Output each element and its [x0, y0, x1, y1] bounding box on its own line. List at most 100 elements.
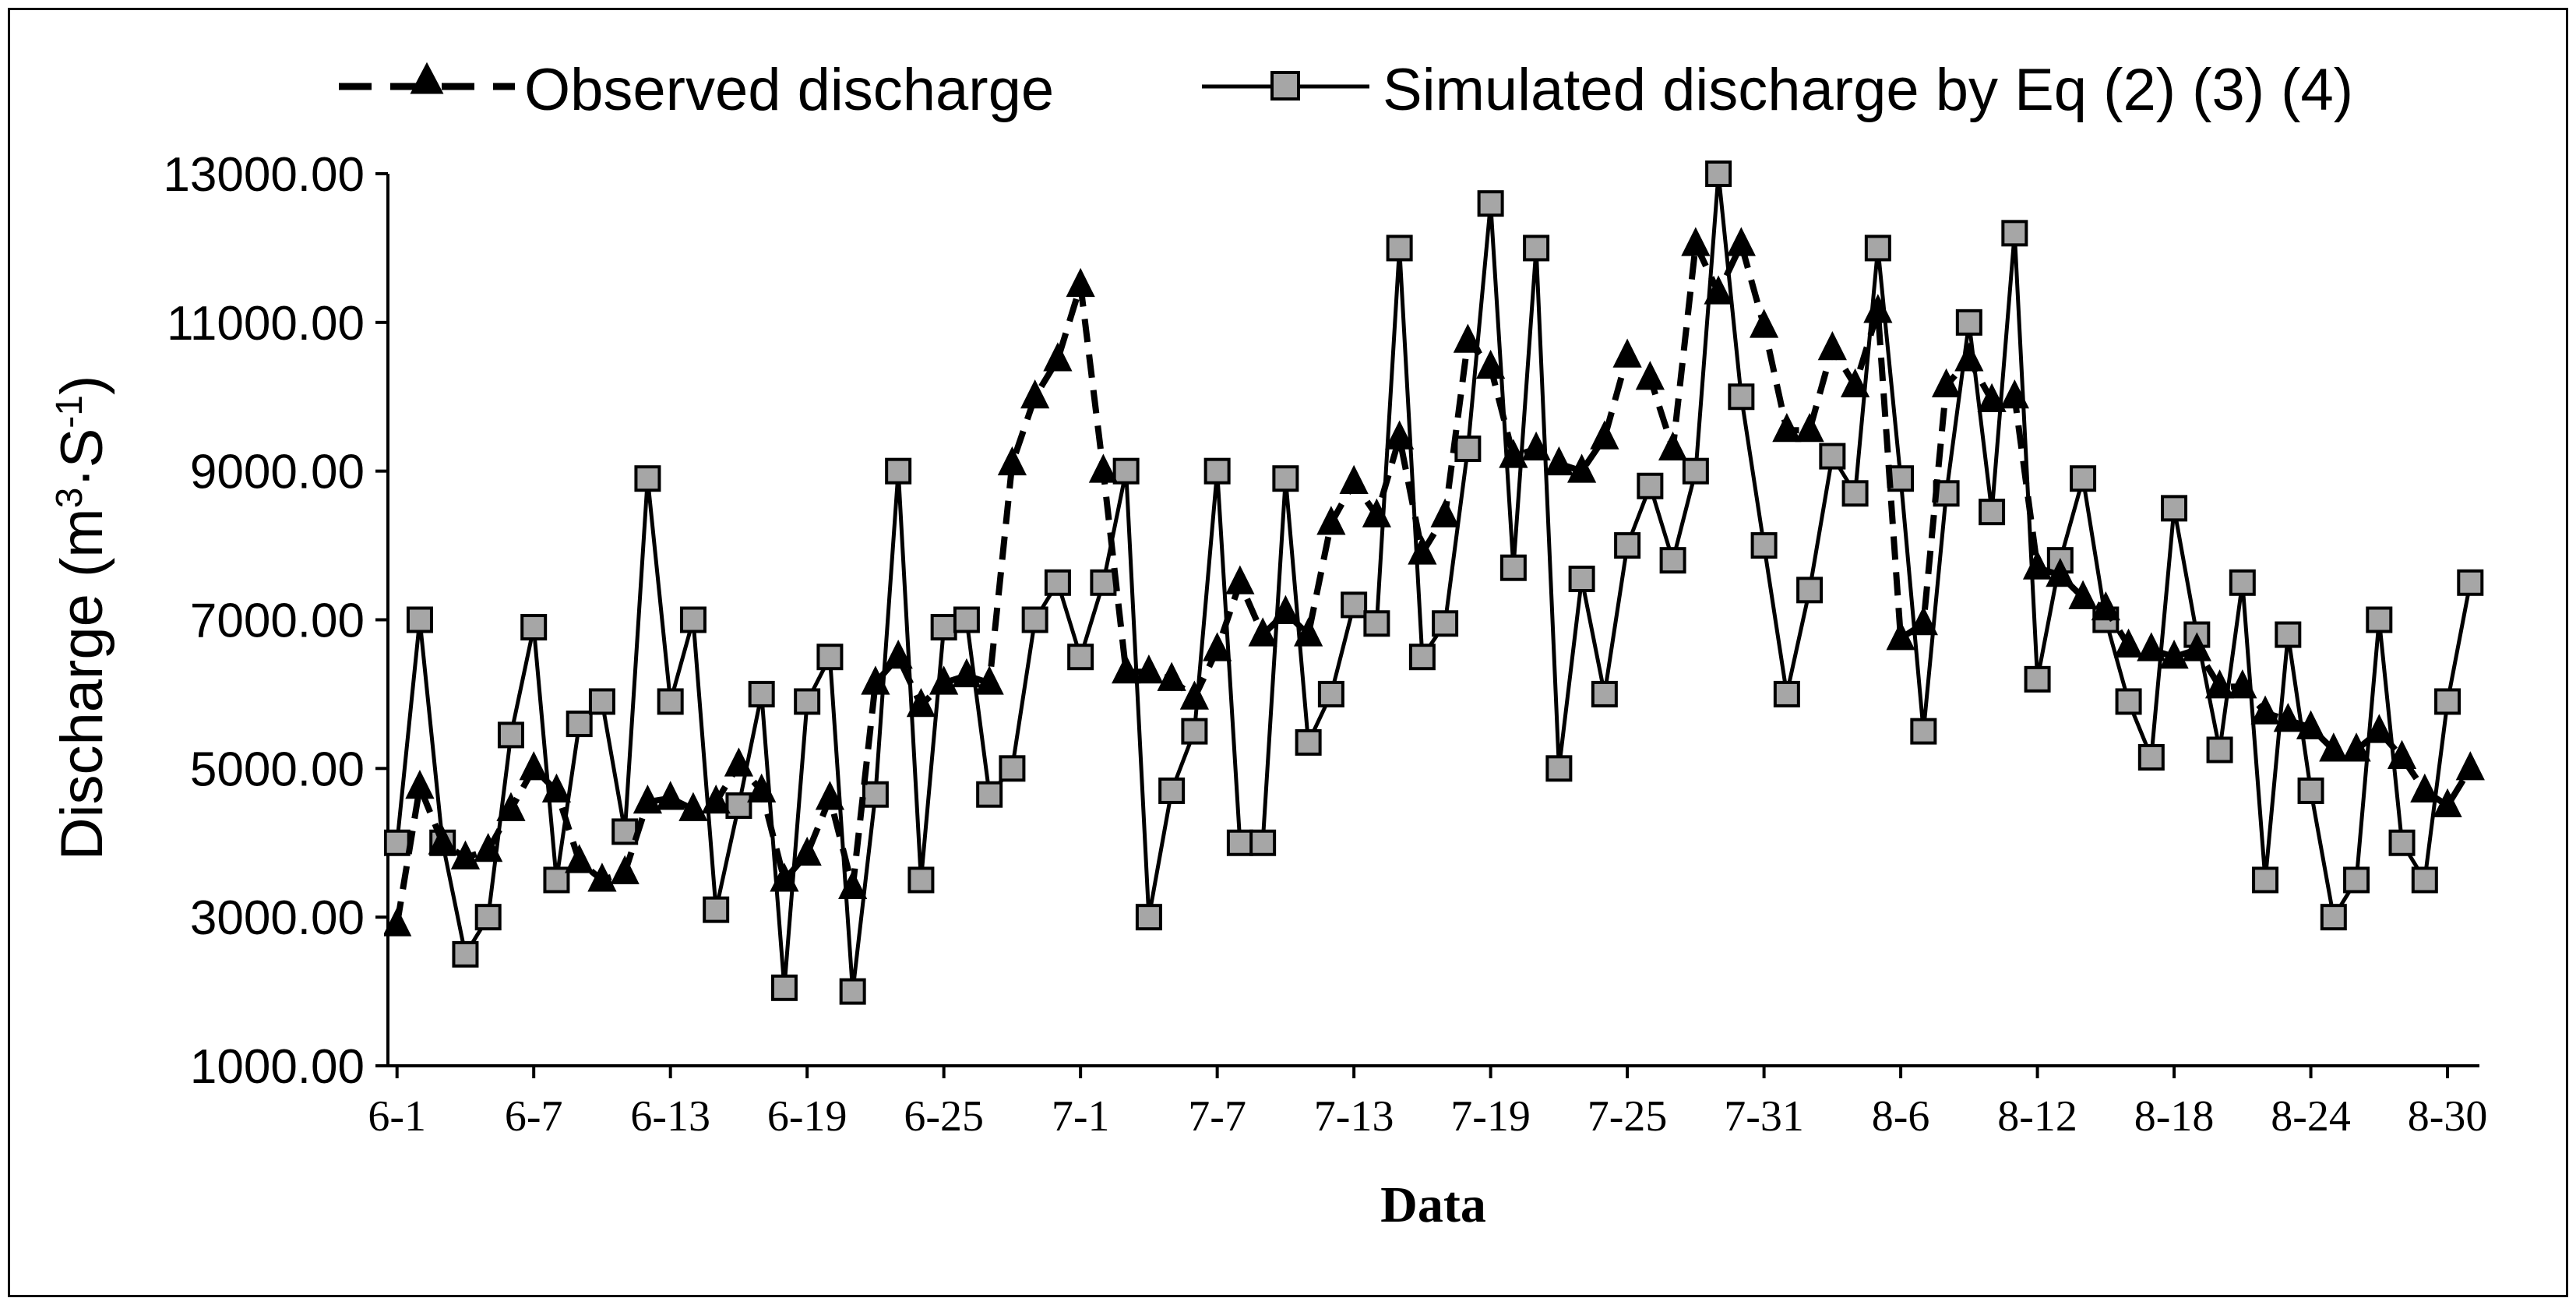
observed-point: [428, 825, 457, 855]
observed-point: [1294, 617, 1323, 647]
simulated-point: [2206, 736, 2233, 764]
observed-point: [1772, 412, 1802, 443]
observed-point: [2410, 773, 2440, 802]
observed-point: [1430, 498, 1460, 527]
observed-point: [1612, 338, 1642, 368]
observed-point: [747, 773, 777, 802]
legend-observed-symbol: [339, 62, 515, 94]
observed-point: [1134, 654, 1164, 684]
simulated-point: [2024, 665, 2051, 693]
x-tick-label: 7-1: [1052, 1092, 1110, 1141]
y-tick-label: 7000.00: [190, 594, 365, 648]
observed-point: [2273, 703, 2303, 732]
simulated-point: [2229, 569, 2256, 596]
observed-point: [1749, 309, 1779, 338]
observed-point: [929, 665, 959, 695]
simulated-point: [1523, 235, 1550, 262]
observed-point: [1863, 294, 1893, 323]
observed-point: [587, 862, 617, 892]
y-tick-label: 5000.00: [190, 742, 365, 796]
observed-point: [519, 751, 548, 781]
simulated-point: [2366, 606, 2393, 633]
simulated-point: [2275, 621, 2302, 648]
observed-point: [724, 747, 754, 777]
simulated-point: [2137, 744, 2165, 771]
observed-point: [405, 769, 435, 799]
observed-point: [2455, 751, 2485, 781]
simulated-point: [1408, 644, 1436, 671]
observed-point: [1270, 594, 1301, 624]
simulated-point: [885, 457, 912, 485]
x-tick-label: 8-6: [1872, 1092, 1930, 1141]
observed-point: [2137, 632, 2166, 661]
observed-point: [1088, 453, 1119, 483]
simulated-point: [703, 896, 730, 923]
simulated-point: [588, 688, 615, 715]
simulated-point: [930, 614, 957, 641]
observed-point: [1066, 267, 1095, 298]
x-axis-title: Data: [1380, 1176, 1486, 1233]
x-tick-label: 7-19: [1450, 1092, 1531, 1141]
simulated-point: [1158, 777, 1186, 804]
observed-point: [496, 792, 526, 821]
y-tick-label: 9000.00: [190, 446, 365, 499]
simulated-point: [748, 680, 775, 707]
simulated-line: [395, 171, 2472, 994]
simulated-point: [611, 818, 639, 845]
y-tick-label: 1000.00: [190, 1040, 365, 1094]
simulated-point: [2115, 688, 2142, 715]
observed-point: [1931, 368, 1961, 397]
observed-point: [1817, 330, 1847, 361]
observed-point: [541, 773, 572, 802]
y-tick-label: 3000.00: [190, 891, 365, 945]
x-tick-label: 7-31: [1724, 1092, 1804, 1141]
y-ticks: 1000.00 3000.00 5000.00 7000.00 9000.00 11000…: [163, 148, 388, 1094]
legend: Observed discharge Simulated discharge b…: [339, 57, 2353, 123]
observed-point: [1795, 412, 1824, 443]
observed-point: [2159, 639, 2189, 669]
observed-point: [1704, 275, 1733, 305]
simulated-point: [1203, 457, 1231, 485]
simulated-point: [1249, 829, 1277, 856]
observed-point: [2319, 732, 2349, 762]
legend-simulated-symbol: [1202, 71, 1369, 101]
simulated-point: [1454, 436, 1482, 463]
simulated-point: [1432, 610, 1459, 637]
simulated-point: [1226, 829, 1253, 856]
simulated-point: [1067, 644, 1094, 671]
observed-point: [565, 844, 594, 873]
x-tick-label: 8-24: [2271, 1092, 2351, 1141]
simulated-point: [816, 644, 844, 671]
simulated-point: [794, 688, 821, 715]
observed-point: [861, 665, 890, 695]
observed-point: [656, 781, 685, 810]
observed-point: [2228, 669, 2257, 699]
discharge-chart: Observed discharge Simulated discharge b…: [49, 57, 2487, 1233]
simulated-point: [1341, 591, 1368, 619]
observed-point: [1886, 621, 1915, 651]
observed-point: [450, 840, 481, 869]
observed-point: [2046, 558, 2075, 587]
observed-point: [1362, 498, 1391, 527]
observed-point: [1179, 680, 1210, 710]
simulated-point: [1864, 235, 1891, 262]
simulated-point: [1591, 680, 1618, 707]
observed-point: [1112, 654, 1141, 684]
simulated-point: [1363, 610, 1390, 637]
legend-simulated-label: Simulated discharge by Eq (2) (3) (4): [1383, 57, 2353, 123]
simulated-point: [2343, 866, 2370, 894]
observed-point: [610, 855, 640, 884]
simulated-point: [2070, 465, 2097, 492]
observed-point: [1316, 506, 1346, 535]
simulated-point: [1796, 577, 1824, 604]
simulated-point: [497, 721, 524, 749]
simulated-point: [1979, 499, 2006, 526]
observed-point: [2000, 379, 2029, 409]
simulated-point: [566, 711, 593, 738]
observed-point: [1658, 431, 1688, 461]
simulated-point: [2001, 220, 2028, 247]
simulated-point: [384, 829, 411, 856]
x-tick-label: 6-19: [767, 1092, 848, 1141]
observed-point: [2022, 550, 2053, 580]
x-ticks: 6-1 6-7 6-13 6-19 6-25 7-1 7-7 7-13 7-19 7-25 7-31…: [368, 1066, 2487, 1141]
